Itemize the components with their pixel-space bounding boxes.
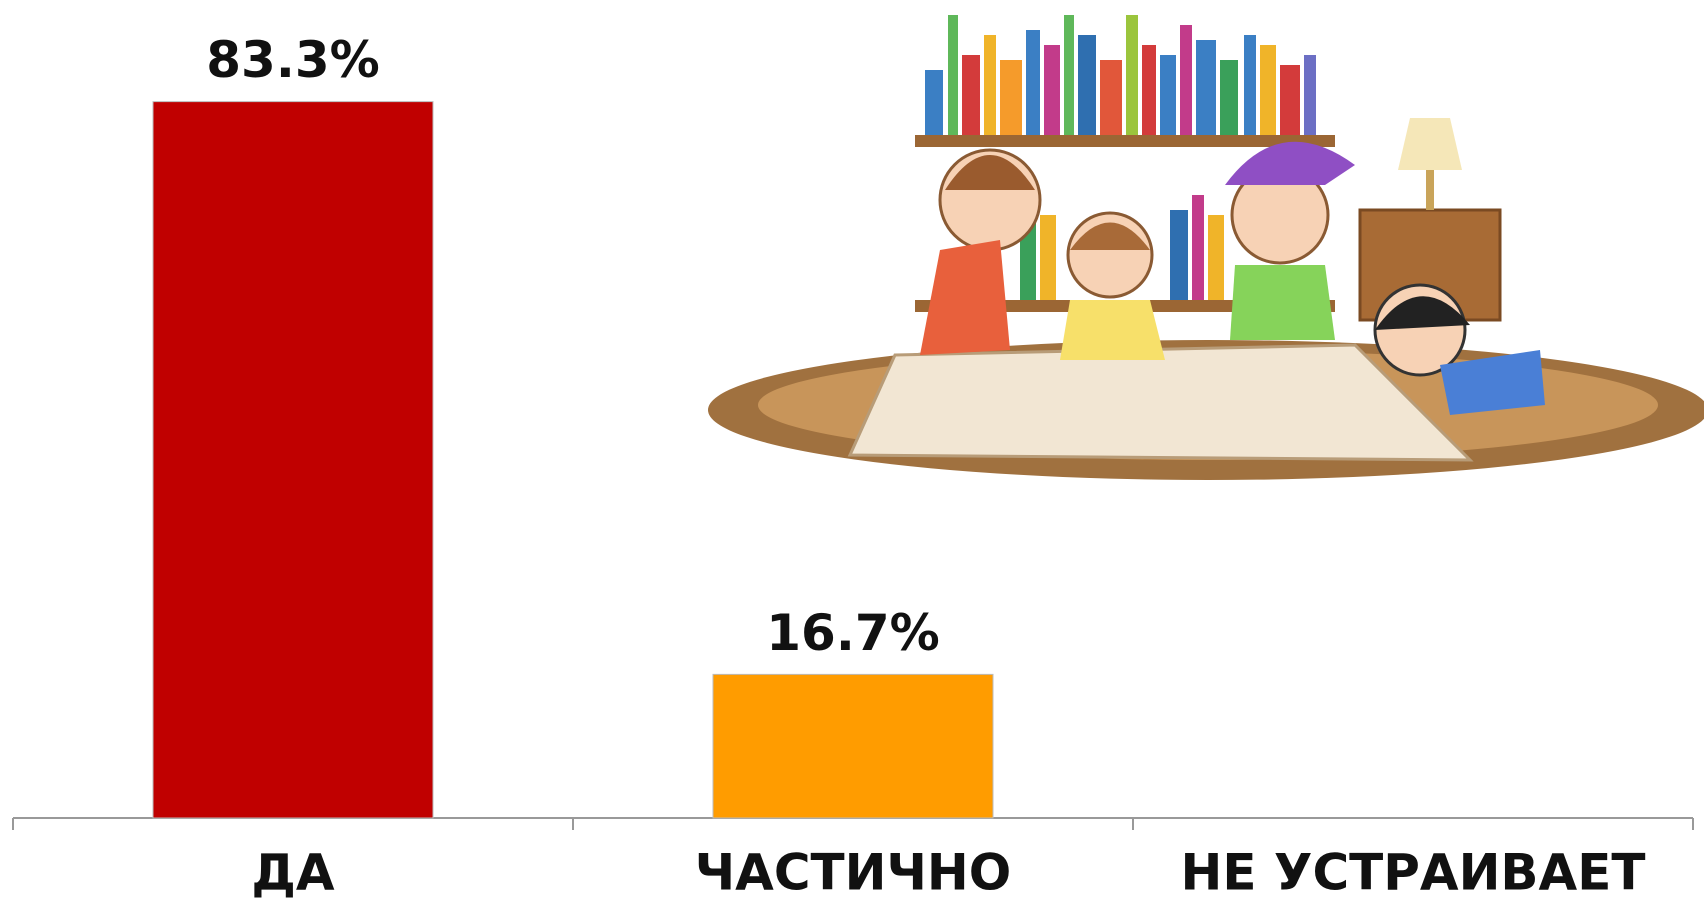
x-tick-label: ЧАСТИЧНО	[695, 844, 1012, 902]
paper	[847, 343, 1474, 462]
lamp-stand	[1426, 170, 1434, 210]
value-label: 16.7%	[766, 604, 939, 662]
lamp	[1398, 118, 1462, 170]
illustration	[708, 15, 1704, 480]
children	[920, 141, 1545, 415]
x-tick-label: ДА	[251, 844, 335, 902]
x-tick-label: НЕ УСТРАИВАЕТ	[1180, 844, 1645, 902]
bar	[712, 673, 994, 819]
shelf	[915, 135, 1335, 147]
bar	[152, 101, 434, 819]
value-label: 83.3%	[206, 31, 379, 89]
